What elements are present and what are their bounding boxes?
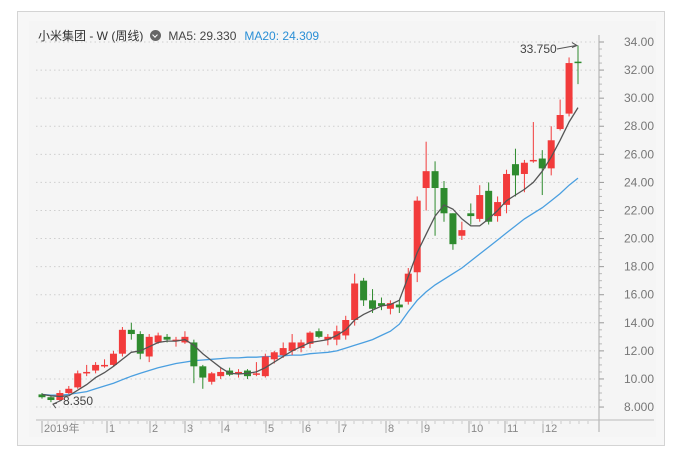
- y-tick-label: 24.00: [624, 175, 654, 189]
- y-tick-label: 22.00: [624, 203, 654, 217]
- candle[interactable]: [404, 268, 412, 305]
- candle[interactable]: [485, 182, 493, 225]
- candle[interactable]: [547, 126, 555, 176]
- dropdown-toggle-icon[interactable]: [150, 30, 162, 41]
- candle[interactable]: [74, 370, 82, 389]
- candle[interactable]: [449, 213, 457, 250]
- candle[interactable]: [458, 221, 466, 240]
- candle[interactable]: [494, 196, 502, 222]
- y-tick-label: 32.00: [624, 63, 654, 77]
- x-tick-label: 6: [305, 423, 311, 435]
- candle[interactable]: [520, 159, 528, 193]
- ma20-legend: MA20: 24.309: [244, 28, 320, 43]
- candle[interactable]: [431, 161, 439, 236]
- candle[interactable]: [65, 385, 73, 395]
- x-tick-label: 12: [545, 423, 557, 435]
- candle[interactable]: [503, 169, 511, 214]
- x-tick-label: 8: [388, 423, 394, 435]
- ma20-line: [41, 177, 579, 396]
- candle[interactable]: [92, 362, 100, 374]
- x-tick-label: 3: [187, 423, 193, 435]
- candle[interactable]: [101, 359, 109, 368]
- gridlines: [36, 41, 595, 408]
- axes: 34.00 32.00 30.00 28.00 26.00 24.00 22.00 20.00…: [36, 35, 654, 435]
- candle[interactable]: [377, 297, 385, 311]
- chart-panel: [29, 21, 656, 437]
- candle[interactable]: [413, 196, 421, 283]
- candle[interactable]: [279, 342, 287, 358]
- candle[interactable]: [529, 122, 537, 163]
- candle[interactable]: [440, 180, 448, 222]
- x-tick-label: 9: [424, 423, 430, 435]
- y-tick-label: 12.00: [624, 344, 654, 358]
- y-tick-label: 28.00: [624, 119, 654, 133]
- candle[interactable]: [369, 289, 377, 313]
- candle[interactable]: [217, 367, 225, 379]
- candle[interactable]: [261, 353, 269, 378]
- candle[interactable]: [574, 45, 582, 85]
- candle[interactable]: [556, 99, 564, 131]
- candle[interactable]: [538, 150, 546, 196]
- candle[interactable]: [351, 273, 359, 326]
- low-annotation: 8.350: [63, 394, 93, 408]
- candle[interactable]: [127, 322, 135, 340]
- candle[interactable]: [315, 328, 323, 339]
- x-tick-label: 2019年: [44, 421, 79, 435]
- candle[interactable]: [467, 203, 475, 225]
- annotations: 33.750 8.350: [52, 42, 579, 409]
- x-tick-label: 7: [341, 423, 347, 435]
- x-tick-label: 11: [507, 423, 518, 435]
- candle[interactable]: [172, 336, 180, 347]
- y-tick-label: 8.000: [624, 400, 654, 414]
- candle[interactable]: [235, 369, 243, 378]
- ma5-legend: MA5: 29.330: [168, 28, 237, 43]
- candle[interactable]: [360, 277, 368, 306]
- candle[interactable]: [565, 57, 573, 117]
- candle[interactable]: [47, 395, 55, 403]
- candle[interactable]: [38, 393, 46, 399]
- y-tick-label: 16.00: [624, 288, 654, 302]
- y-tick-label: 18.00: [624, 260, 654, 274]
- x-tick-label: 5: [268, 423, 274, 435]
- x-tick-label: 10: [471, 423, 483, 435]
- candle[interactable]: [252, 362, 260, 377]
- y-tick-label: 30.00: [624, 91, 654, 105]
- candle[interactable]: [297, 339, 305, 353]
- candle[interactable]: [342, 315, 350, 340]
- ma5-line: [41, 107, 579, 398]
- candle[interactable]: [386, 300, 394, 315]
- x-tick-label: 1: [109, 423, 115, 435]
- y-tick-label: 10.00: [624, 372, 654, 386]
- candle[interactable]: [422, 141, 430, 211]
- candle[interactable]: [511, 148, 519, 197]
- y-tick-label: 14.00: [624, 316, 654, 330]
- candle[interactable]: [199, 364, 207, 389]
- candle[interactable]: [118, 327, 126, 357]
- candle[interactable]: [395, 300, 403, 313]
- candle[interactable]: [208, 371, 216, 385]
- x-tick-label: 4: [224, 423, 230, 435]
- candles: [38, 45, 582, 403]
- candle[interactable]: [190, 339, 198, 384]
- candle[interactable]: [476, 185, 484, 222]
- candle[interactable]: [83, 364, 91, 377]
- x-tick-label: 2: [152, 423, 158, 435]
- y-tick-label: 20.00: [624, 232, 654, 246]
- candle[interactable]: [181, 331, 189, 344]
- high-annotation: 33.750: [520, 42, 557, 56]
- candle[interactable]: [306, 331, 314, 349]
- candle[interactable]: [109, 350, 117, 367]
- y-tick-label: 26.00: [624, 147, 654, 161]
- y-tick-label: 34.00: [624, 35, 654, 49]
- stock-title: 小米集团 - W (周线): [38, 29, 144, 43]
- chart-legend: 小米集团 - W (周线) MA5: 29.330 MA20: 24.309: [38, 27, 319, 44]
- candle[interactable]: [136, 331, 144, 360]
